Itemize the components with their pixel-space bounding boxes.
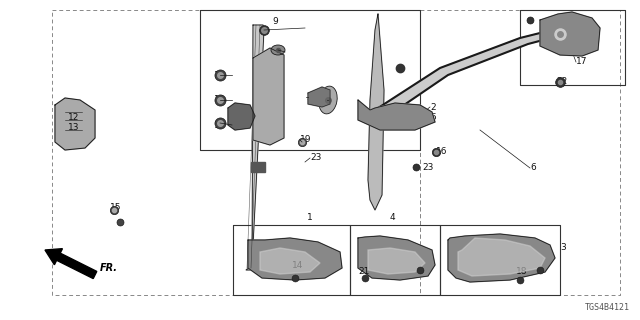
Polygon shape bbox=[248, 238, 342, 280]
Polygon shape bbox=[253, 48, 284, 145]
Text: TGS4B4121: TGS4B4121 bbox=[585, 303, 630, 313]
Text: 12: 12 bbox=[68, 114, 79, 123]
Ellipse shape bbox=[319, 86, 337, 114]
Text: FR.: FR. bbox=[100, 263, 118, 273]
Polygon shape bbox=[308, 87, 330, 107]
Polygon shape bbox=[368, 14, 384, 210]
Text: 16: 16 bbox=[436, 148, 447, 156]
Polygon shape bbox=[228, 103, 255, 130]
Text: 5: 5 bbox=[430, 113, 436, 122]
Polygon shape bbox=[440, 38, 528, 75]
Text: 22: 22 bbox=[556, 77, 567, 86]
Text: 14: 14 bbox=[292, 260, 303, 269]
Polygon shape bbox=[448, 234, 555, 282]
Text: 3: 3 bbox=[560, 244, 566, 252]
Text: 10: 10 bbox=[214, 121, 225, 130]
Polygon shape bbox=[358, 100, 435, 130]
Text: 2: 2 bbox=[430, 102, 436, 111]
Text: 1: 1 bbox=[307, 213, 313, 222]
Text: 13: 13 bbox=[68, 124, 79, 132]
Polygon shape bbox=[55, 98, 95, 150]
Text: 23: 23 bbox=[422, 164, 433, 172]
Text: 7: 7 bbox=[232, 110, 237, 119]
Polygon shape bbox=[368, 248, 425, 274]
Text: 18: 18 bbox=[516, 268, 527, 276]
Text: 21: 21 bbox=[358, 268, 369, 276]
Polygon shape bbox=[260, 248, 320, 274]
Polygon shape bbox=[520, 28, 566, 44]
Text: 19: 19 bbox=[300, 135, 312, 145]
Polygon shape bbox=[540, 12, 600, 56]
Polygon shape bbox=[251, 162, 265, 172]
Polygon shape bbox=[375, 68, 448, 120]
FancyArrow shape bbox=[45, 249, 97, 279]
Text: 8: 8 bbox=[272, 47, 278, 57]
Text: 20: 20 bbox=[306, 92, 317, 101]
Text: 17: 17 bbox=[576, 58, 588, 67]
Text: 10: 10 bbox=[214, 70, 225, 79]
Ellipse shape bbox=[271, 45, 285, 55]
Polygon shape bbox=[458, 238, 545, 276]
Text: 15: 15 bbox=[110, 203, 122, 212]
Text: 4: 4 bbox=[390, 213, 396, 222]
Text: 11: 11 bbox=[327, 95, 339, 105]
Polygon shape bbox=[246, 25, 264, 270]
Polygon shape bbox=[358, 236, 435, 280]
Text: 9: 9 bbox=[272, 18, 278, 27]
Text: 6: 6 bbox=[530, 164, 536, 172]
Text: 10: 10 bbox=[214, 95, 225, 105]
Text: 23: 23 bbox=[310, 154, 321, 163]
